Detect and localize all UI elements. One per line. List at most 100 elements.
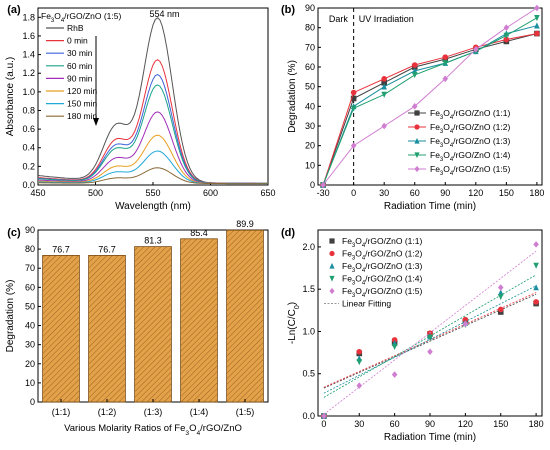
panel-c-category-label: (1:1) xyxy=(52,407,71,417)
panel-b-ytick-label: 50 xyxy=(305,82,315,92)
panel-b-legend-label: Fe3O4/rGO/ZnO (1:1) xyxy=(430,108,510,121)
panel-b-region-dark: Dark xyxy=(329,14,349,24)
panel-b-data-point xyxy=(411,62,418,68)
panel-c-ytick-label: 60 xyxy=(25,282,35,292)
panel-b-data-point xyxy=(411,103,418,110)
panel-c-category-label: (1:5) xyxy=(236,407,255,417)
panel-d-data-point xyxy=(533,284,539,291)
panel-b-label: (b) xyxy=(281,4,295,16)
panel-c-category-label: (1:3) xyxy=(144,407,163,417)
panel-a-ytick-label: 0.8 xyxy=(22,105,35,115)
panel-d-data-point xyxy=(497,293,504,301)
panel-b-legend-label: Fe3O4/rGO/ZnO (1:3) xyxy=(430,136,510,149)
panel-b-data-point xyxy=(381,122,387,130)
panel-d-ytick-label: 1.0 xyxy=(302,326,315,336)
panel-b-ytick-label: 90 xyxy=(305,3,315,13)
panel-b-data-point xyxy=(503,36,510,43)
panel-c-label: (c) xyxy=(7,227,21,239)
panel-d-xtick-label: 120 xyxy=(458,419,473,429)
panel-c-bar xyxy=(180,238,218,403)
panel-b-xtick-label: 120 xyxy=(468,188,483,198)
panel-a-xtick-label: 450 xyxy=(30,188,45,198)
panel-b-data-point xyxy=(381,76,387,82)
panel-b-series-line xyxy=(322,33,537,186)
panel-d-data-point xyxy=(497,289,504,296)
panel-d-legend-marker xyxy=(329,275,335,282)
panel-a-arrow-head xyxy=(93,118,99,126)
panel-b-legend-label: Fe3O4/rGO/ZnO (1:4) xyxy=(430,150,510,163)
panel-b-xtick-label: 30 xyxy=(379,188,389,198)
panel-d-data-point xyxy=(533,241,539,248)
panel-d-data-point xyxy=(356,382,363,389)
panel-a-ytick-label: 1.0 xyxy=(22,87,35,97)
panel-a-xtick-label: 650 xyxy=(260,188,275,198)
panel-b-ylabel: Degradation (%) xyxy=(287,60,298,133)
panel-c-ytick-label: 80 xyxy=(25,244,35,254)
panel-d-data-point xyxy=(462,320,469,328)
panel-a-legend-label: 120 min xyxy=(67,86,98,96)
panel-d-xtick-label: 60 xyxy=(390,419,400,429)
panel-d-data-point xyxy=(321,412,327,420)
panel-b-legend-label: Fe3O4/rGO/ZnO (1:5) xyxy=(430,164,510,177)
panel-b-legend-label: Fe3O4/rGO/ZnO (1:2) xyxy=(430,122,510,135)
panel-c-xlabel: Various Molarity Ratios of Fe3O4/rGO/ZnO xyxy=(64,423,242,437)
panel-b-series-line xyxy=(322,25,538,186)
panel-d-label: (d) xyxy=(281,227,295,239)
panel-d-fit-line xyxy=(323,250,537,415)
panel-b-data-point xyxy=(442,60,449,67)
panel-d-data-point xyxy=(391,337,398,343)
panel-a-peak-annotation: 554 nm xyxy=(149,9,179,19)
panel-d-xtick-label: 0 xyxy=(321,419,326,429)
panel-d-data-point xyxy=(497,284,504,291)
panel-d-legend-label: Fe3O4/rGO/ZnO (1:5) xyxy=(342,286,422,299)
panel-a-ylabel: Absorbance (a.u.) xyxy=(5,57,16,137)
panel-d-ytick-label: 0.0 xyxy=(302,411,315,421)
panel-d-data-point xyxy=(462,316,469,323)
panel-d-legend-marker xyxy=(329,287,335,295)
panel-b-data-point xyxy=(473,46,479,53)
panel-c-ytick-label: 0 xyxy=(30,397,35,407)
panel-a-legend-label: RhB xyxy=(67,23,84,33)
panel-a-legend-label: 0 min xyxy=(67,36,88,46)
panel-c-ytick-label: 50 xyxy=(25,301,35,311)
panel-c-bar xyxy=(226,229,264,403)
panel-a-ytick-label: 0.0 xyxy=(22,180,35,190)
panel-b-data-point xyxy=(503,24,510,31)
panel-b-region-uv: UV Irradiation xyxy=(359,14,414,24)
panel-a-label: (a) xyxy=(7,4,21,16)
panel-a-ytick-label: 0.6 xyxy=(22,124,35,134)
panel-b-data-point xyxy=(534,30,540,37)
panel-d-legend-label: Fe3O4/rGO/ZnO (1:3) xyxy=(342,261,422,274)
panel-b-data-point xyxy=(350,89,357,96)
panel-b-ytick-label: 20 xyxy=(305,141,315,151)
panel-b-ytick-label: 10 xyxy=(305,160,315,170)
panel-b-data-point xyxy=(411,72,418,79)
panel-b-data-point xyxy=(381,79,387,86)
panel-a-ytick-label: 0.4 xyxy=(22,143,35,153)
panel-d-data-point xyxy=(356,359,363,366)
panel-d-ytick-label: 0.5 xyxy=(302,369,315,379)
panel-b-ytick-label: 0 xyxy=(310,180,315,190)
panel-a-legend-label: 60 min xyxy=(67,61,93,71)
panel-b-data-point xyxy=(320,181,326,189)
panel-a-spectrum-line xyxy=(37,134,268,184)
panel-d-xtick-label: 30 xyxy=(354,419,364,429)
panel-b-data-point xyxy=(350,142,357,149)
panel-d-legend-marker xyxy=(329,238,335,244)
panel-c-ytick-label: 70 xyxy=(25,263,35,273)
panel-c-ytick-label: 40 xyxy=(25,321,35,331)
panel-d-data-point xyxy=(533,262,539,269)
panel-b-series-line xyxy=(322,33,538,186)
panel-c-bar-value: 81.3 xyxy=(144,236,162,246)
panel-b-data-point xyxy=(534,22,540,29)
panel-b-frame xyxy=(317,7,543,186)
panel-b-legend-marker xyxy=(414,124,420,130)
panel-d-xtick-label: 90 xyxy=(425,419,435,429)
panel-a-xtick-label: 550 xyxy=(145,188,160,198)
panel-a-ytick-label: 1.2 xyxy=(22,68,35,78)
panel-d-legend-marker xyxy=(329,250,335,257)
panel-b-series-line xyxy=(322,7,538,186)
panel-b-xtick-label: 60 xyxy=(410,188,420,198)
panel-d-legend-label: Fe3O4/rGO/ZnO (1:1) xyxy=(342,236,422,249)
